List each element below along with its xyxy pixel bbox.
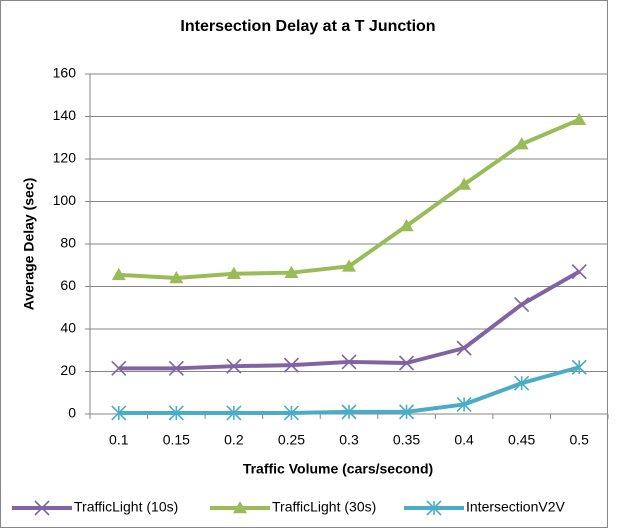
y-tick-label: 60	[60, 277, 76, 293]
x-tick-label: 0.3	[339, 432, 359, 448]
legend-label: TrafficLight (10s)	[74, 499, 178, 515]
chart-title: Intersection Delay at a T Junction	[180, 18, 435, 35]
marker	[111, 267, 126, 281]
marker	[341, 354, 357, 370]
marker	[233, 501, 247, 514]
y-tick-label: 40	[60, 320, 76, 336]
marker-stroke	[226, 358, 242, 374]
marker-stroke	[283, 357, 300, 373]
marker-stroke	[168, 360, 184, 376]
marker-shape	[169, 271, 184, 284]
marker-shape	[233, 501, 247, 514]
y-tick-label: 140	[53, 107, 77, 123]
x-tick-label: 0.5	[569, 432, 589, 448]
marker-shape	[514, 137, 529, 150]
marker-stroke	[514, 296, 530, 313]
marker-stroke	[456, 340, 472, 356]
marker	[514, 137, 529, 150]
legend-label: IntersectionV2V	[466, 499, 565, 515]
x-tick-label: 0.1	[109, 432, 129, 448]
marker	[341, 404, 357, 420]
marker-stroke	[34, 500, 50, 516]
marker	[572, 112, 587, 125]
marker-shape	[399, 218, 414, 232]
marker	[283, 405, 300, 421]
x-tick-label: 0.45	[508, 432, 535, 448]
marker	[399, 218, 414, 232]
marker	[169, 271, 184, 284]
x-tick-label: 0.15	[163, 432, 190, 448]
x-axis-label: Traffic Volume (cars/second)	[243, 461, 433, 477]
marker	[284, 265, 299, 278]
y-tick-label: 120	[53, 150, 77, 166]
marker	[426, 500, 442, 516]
y-tick-label: 20	[60, 362, 76, 378]
marker-shape	[572, 112, 587, 125]
marker	[571, 359, 587, 375]
marker	[514, 375, 530, 391]
marker	[226, 358, 242, 374]
marker	[226, 266, 241, 279]
marker	[456, 340, 472, 356]
marker-shape	[457, 177, 472, 190]
marker	[34, 500, 50, 516]
marker	[514, 296, 530, 313]
marker	[571, 264, 587, 280]
marker	[457, 177, 472, 190]
marker	[342, 259, 356, 272]
x-tick-label: 0.4	[454, 432, 474, 448]
marker-shape	[342, 259, 356, 272]
marker	[111, 405, 127, 421]
marker-stroke	[341, 354, 357, 370]
marker-stroke	[398, 355, 415, 371]
marker-stroke	[111, 360, 127, 376]
marker-shape	[226, 266, 241, 279]
y-tick-label: 80	[60, 235, 76, 251]
marker-shape	[111, 267, 126, 281]
marker	[111, 360, 127, 376]
marker-stroke	[571, 264, 587, 280]
legend-label: TrafficLight (30s)	[272, 499, 376, 515]
marker	[456, 396, 472, 413]
x-tick-label: 0.2	[224, 432, 244, 448]
y-tick-label: 160	[53, 65, 77, 81]
marker-shape	[284, 265, 299, 278]
y-tick-label: 0	[68, 405, 76, 421]
x-tick-label: 0.35	[393, 432, 420, 448]
marker	[398, 404, 415, 420]
x-tick-label: 0.25	[278, 432, 305, 448]
marker	[226, 405, 242, 421]
marker	[398, 355, 415, 371]
y-tick-label: 100	[53, 192, 77, 208]
marker	[168, 360, 184, 376]
y-axis-label: Average Delay (sec)	[21, 178, 37, 311]
marker	[168, 405, 184, 421]
marker	[283, 357, 300, 373]
